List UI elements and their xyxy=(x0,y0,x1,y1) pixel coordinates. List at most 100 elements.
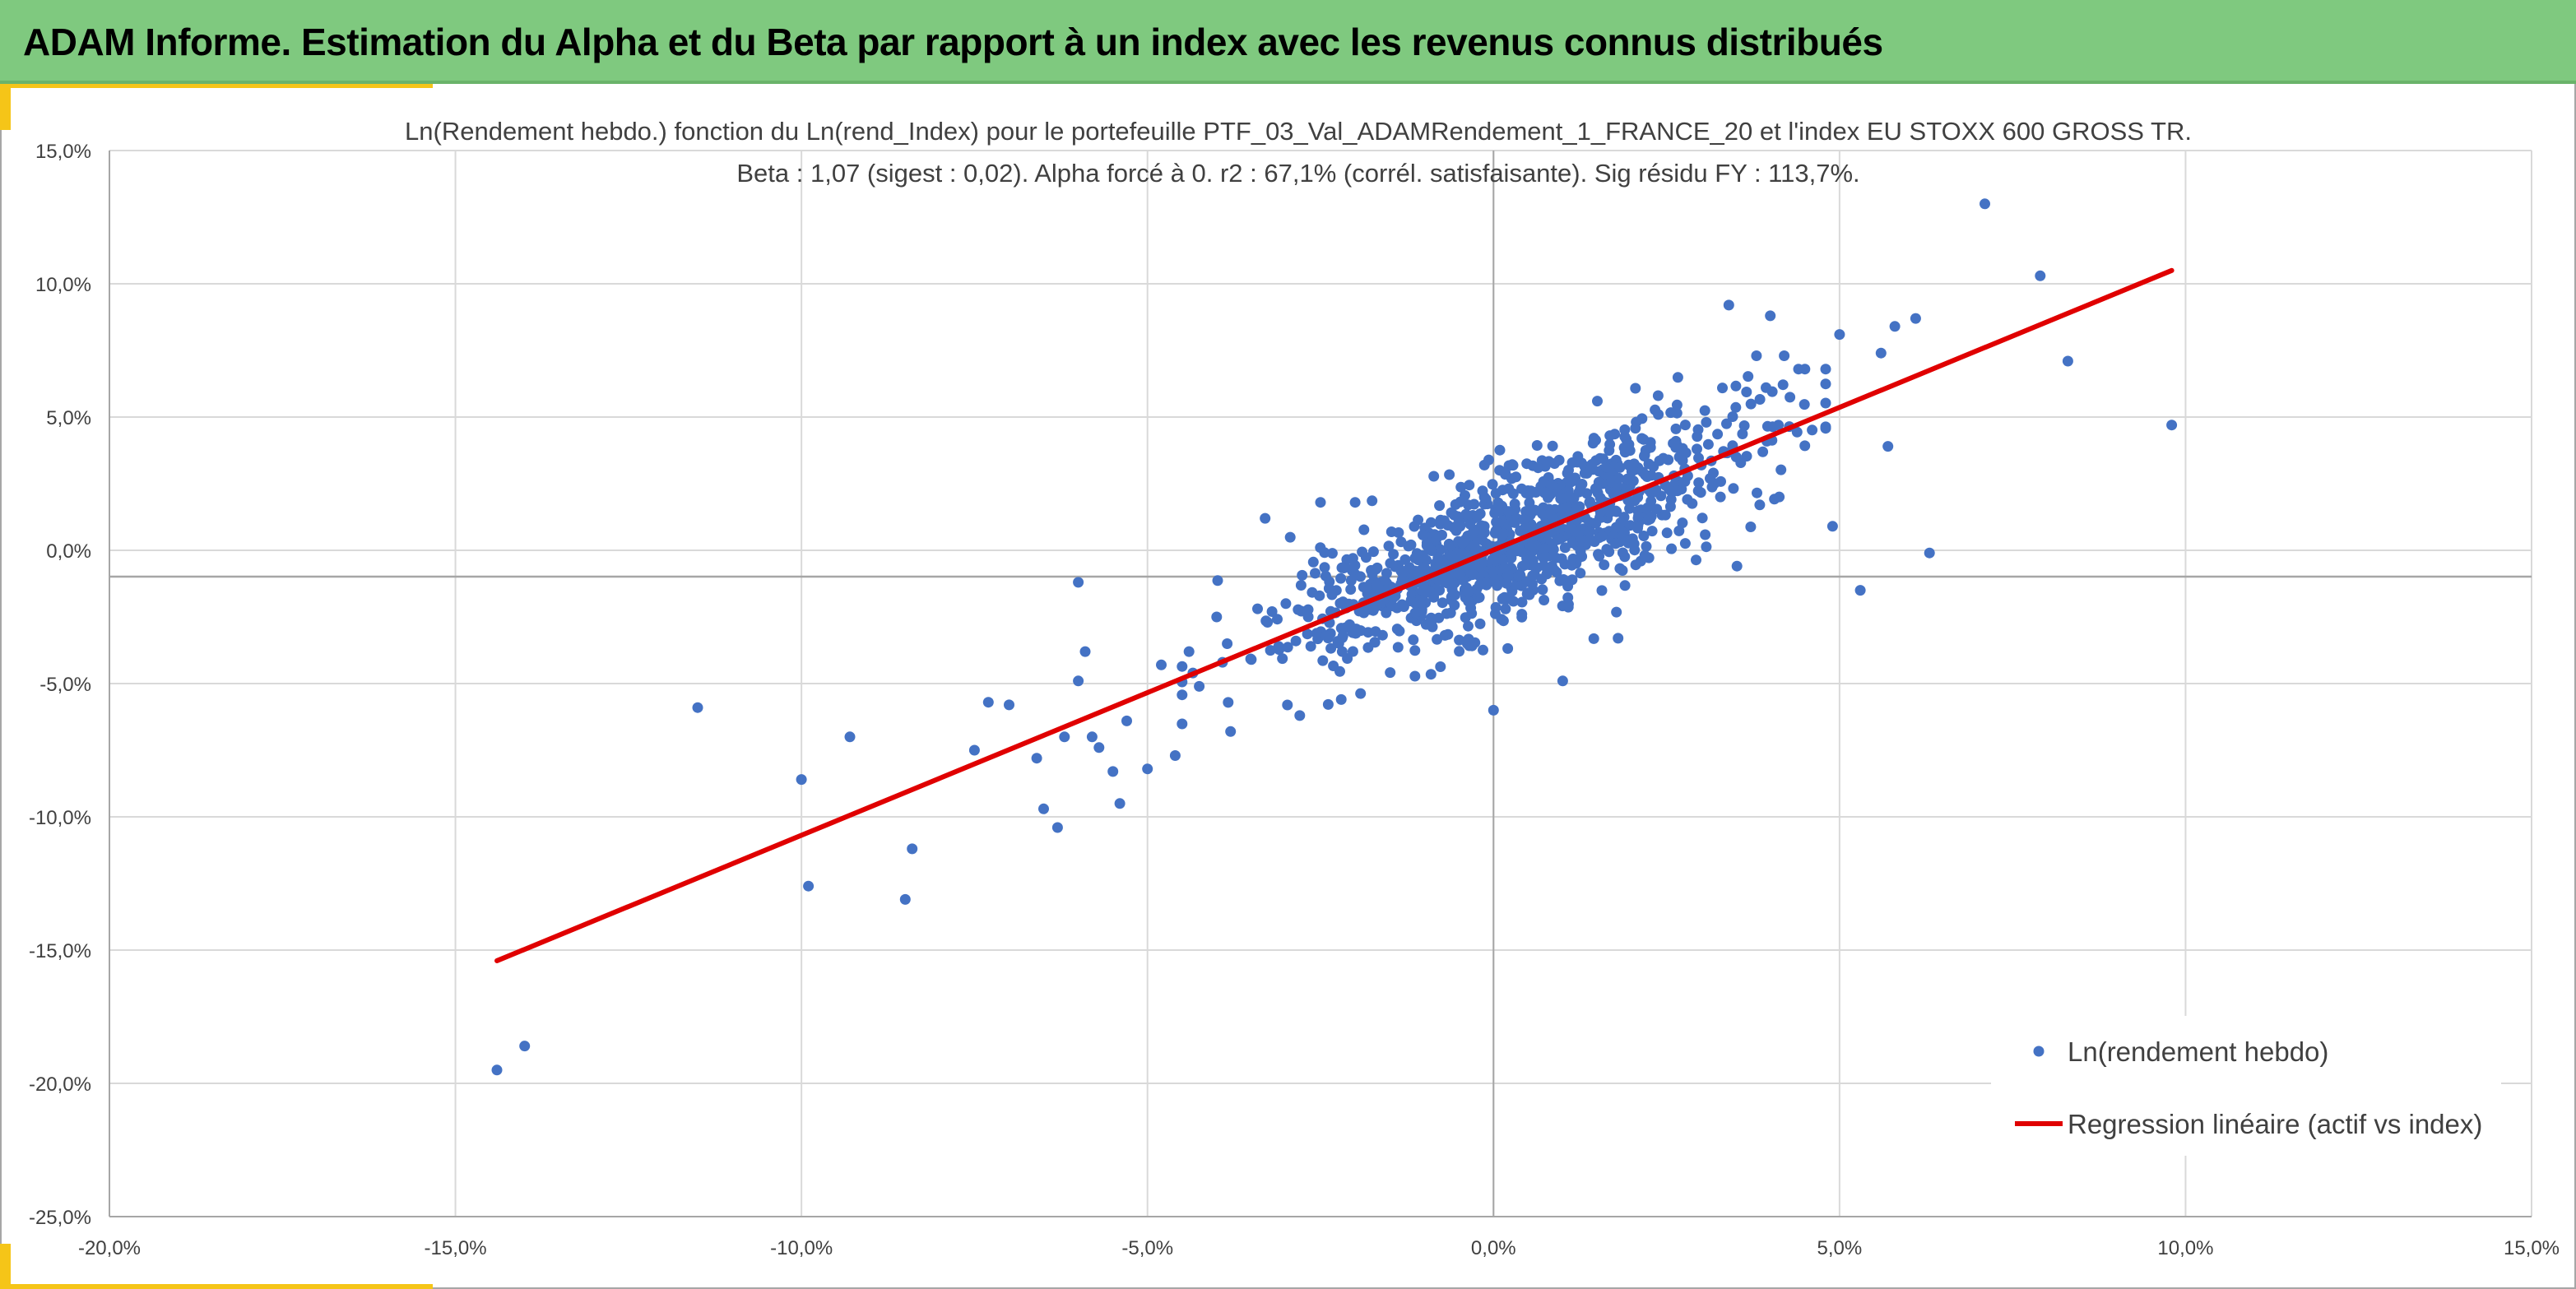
scatter-point xyxy=(1520,559,1531,571)
scatter-point xyxy=(1585,464,1597,475)
scatter-point xyxy=(1319,562,1330,573)
x-tick-label: -5,0% xyxy=(1121,1237,1173,1259)
scatter-point xyxy=(1522,587,1534,599)
scatter-point xyxy=(1476,520,1488,531)
scatter-point xyxy=(1142,763,1153,775)
scatter-point xyxy=(1556,553,1567,564)
scatter-point xyxy=(1543,456,1554,467)
scatter-point xyxy=(1503,506,1515,517)
scatter-point xyxy=(1460,508,1472,520)
scatter-point xyxy=(1623,438,1635,450)
scatter-point xyxy=(1392,642,1404,653)
scatter-point xyxy=(1677,517,1688,529)
scatter-point xyxy=(1409,645,1421,656)
scatter-point xyxy=(1663,454,1674,466)
scatter-point xyxy=(1641,540,1652,552)
scatter-point xyxy=(1727,411,1738,422)
scatter-point xyxy=(1450,525,1462,536)
scatter-point xyxy=(1335,693,1347,705)
scatter-point xyxy=(1695,487,1706,498)
x-tick-label: 0,0% xyxy=(1471,1237,1516,1259)
scatter-point xyxy=(1693,452,1704,464)
scatter-point xyxy=(1487,479,1498,490)
scatter-point xyxy=(1355,571,1366,582)
scatter-point xyxy=(1311,628,1322,639)
x-tick-label: 15,0% xyxy=(2504,1237,2560,1259)
scatter-point xyxy=(1553,454,1565,466)
scatter-point xyxy=(1325,642,1337,654)
scatter-point xyxy=(844,731,856,743)
scatter-point xyxy=(1612,480,1623,492)
scatter-point xyxy=(1702,438,1714,450)
scatter-point xyxy=(1272,614,1283,625)
scatter-point xyxy=(1721,418,1732,429)
scatter-point xyxy=(1307,556,1319,568)
scatter-point xyxy=(1665,407,1677,419)
scatter-point xyxy=(1547,479,1558,490)
scatter-point xyxy=(1599,559,1610,571)
scatter-point xyxy=(1317,655,1329,666)
scatter-point xyxy=(1551,567,1562,578)
header-bar: ADAM Informe. Estimation du Alpha et du … xyxy=(0,0,2576,84)
scatter-point xyxy=(1661,527,1673,539)
scatter-point xyxy=(1593,549,1604,560)
scatter-point xyxy=(1428,471,1440,482)
scatter-point xyxy=(1355,688,1367,699)
scatter-point xyxy=(1408,634,1419,646)
scatter-point xyxy=(1396,599,1408,610)
scatter-point xyxy=(1508,596,1519,607)
x-tick-label: -15,0% xyxy=(425,1237,487,1259)
scatter-point xyxy=(803,880,815,892)
scatter-point xyxy=(1693,477,1705,489)
scatter-point xyxy=(1691,554,1701,566)
scatter-point xyxy=(1428,591,1440,603)
scatter-point xyxy=(1051,822,1063,833)
scatter-point xyxy=(1441,608,1452,619)
scatter-point xyxy=(1284,531,1296,543)
scatter-point xyxy=(1474,591,1485,603)
scatter-point xyxy=(1696,512,1708,524)
scatter-point xyxy=(1529,561,1540,573)
scatter-point xyxy=(1367,546,1379,558)
scatter-point xyxy=(1454,568,1465,580)
scatter-point xyxy=(1731,560,1743,572)
scatter-point xyxy=(1277,653,1288,665)
scatter-point xyxy=(1652,390,1664,401)
scatter-point xyxy=(1405,596,1417,607)
scatter-point xyxy=(1537,508,1548,519)
scatter-point xyxy=(1445,540,1456,551)
scatter-point xyxy=(1376,629,1388,641)
scatter-point xyxy=(1315,497,1326,508)
scatter-point xyxy=(1463,596,1474,607)
scatter-point xyxy=(1745,398,1757,410)
scatter-point xyxy=(1328,661,1339,671)
scatter-point xyxy=(1470,543,1482,554)
scatter-point xyxy=(1799,364,1811,375)
scatter-point xyxy=(1335,573,1347,584)
scatter-point xyxy=(1554,479,1566,490)
scatter-point xyxy=(1326,548,1338,559)
scatter-point xyxy=(1513,570,1524,582)
scatter-point xyxy=(1554,533,1566,545)
scatter-point xyxy=(1320,629,1332,641)
scatter-point xyxy=(1337,596,1348,608)
scatter-point xyxy=(1177,718,1188,730)
scatter-point xyxy=(1613,633,1624,644)
scatter-point xyxy=(1629,545,1641,556)
scatter-point xyxy=(1723,299,1734,311)
legend: Ln(rendement hebdo) Regression linéaire … xyxy=(1991,1016,2501,1156)
scatter-point xyxy=(982,697,994,708)
scatter-point xyxy=(1538,560,1549,572)
scatter-point xyxy=(907,843,918,855)
scatter-point xyxy=(1413,514,1424,526)
scatter-point xyxy=(1501,577,1512,589)
scatter-point xyxy=(1531,440,1543,451)
scatter-point xyxy=(1467,569,1478,580)
scatter-point xyxy=(1295,580,1307,591)
scatter-point xyxy=(1431,534,1442,545)
scatter-point xyxy=(1450,589,1460,600)
scatter-point xyxy=(1741,451,1752,462)
scatter-point xyxy=(1564,490,1576,502)
scatter-point xyxy=(1566,457,1578,468)
